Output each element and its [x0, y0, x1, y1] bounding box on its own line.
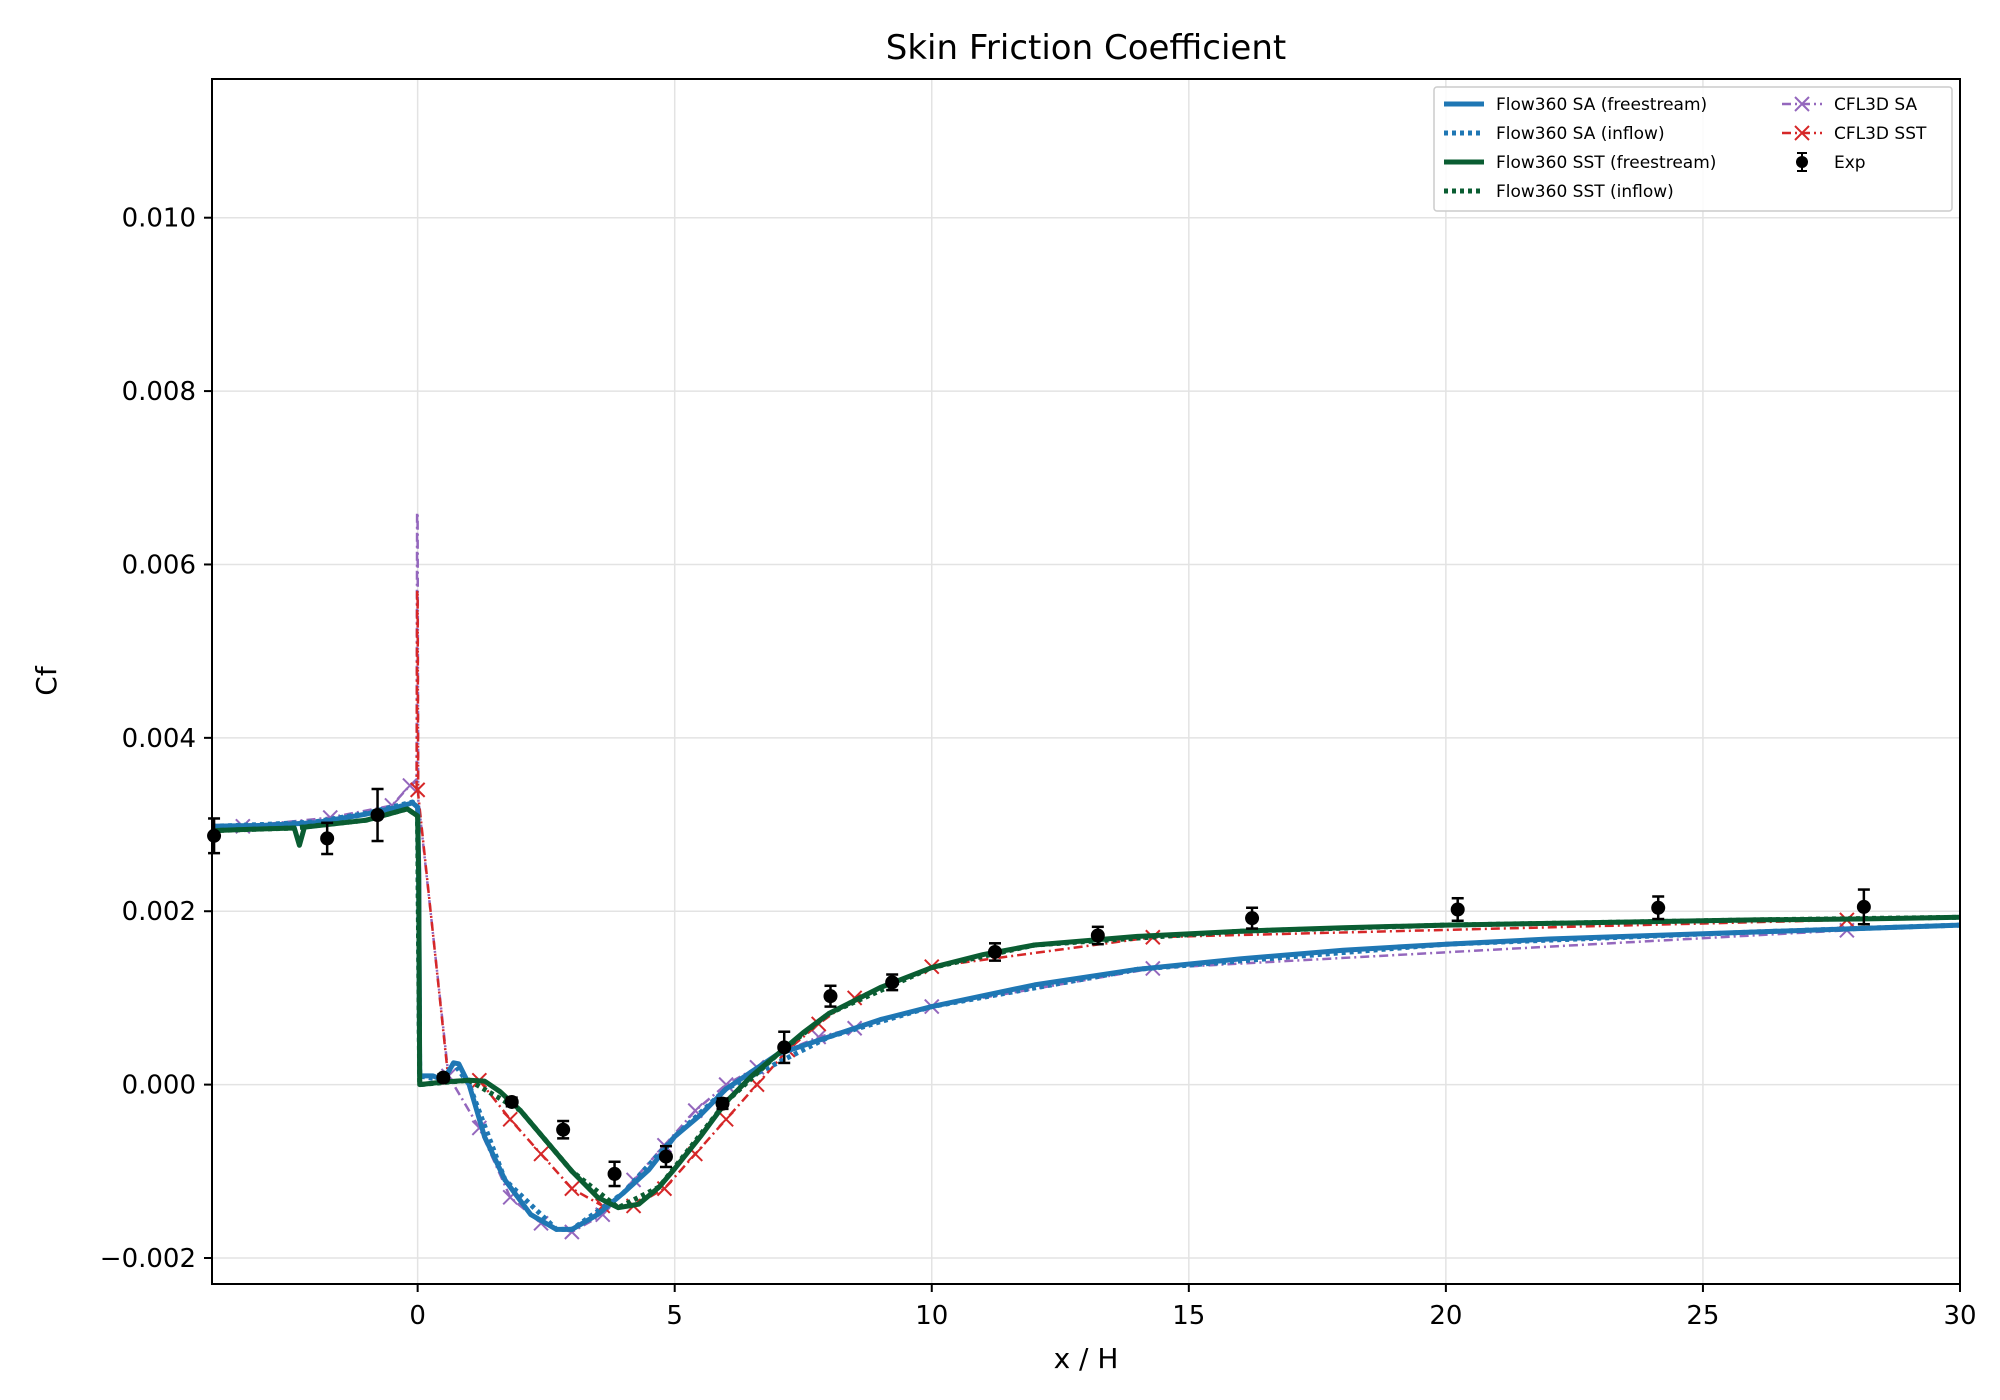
exp-point [1651, 895, 1666, 921]
plot-frame [211, 78, 1961, 1285]
exp-point [1090, 925, 1105, 946]
y-tick-label: 0.002 [122, 897, 196, 927]
x-tick-label: 0 [409, 1301, 426, 1331]
exp-point [658, 1144, 673, 1169]
exp-point [436, 1070, 451, 1085]
series-line-flow360-sa-inflow [211, 799, 1961, 1232]
series-line-flow360-sa-freestream [211, 800, 1961, 1232]
exp-point [988, 942, 1003, 962]
legend-box [1433, 86, 1953, 212]
legend-label-sst-inflow: Flow360 SST (inflow) [1496, 182, 1674, 202]
exp-point [504, 1094, 519, 1109]
x-tick-label: 5 [666, 1301, 683, 1331]
legend-label-cfl3d-sa: CFL3D SA [1834, 95, 1918, 115]
series-line-cfl3d-sa [211, 511, 1847, 1234]
exp-point [1856, 888, 1871, 926]
exp-point [777, 1030, 792, 1065]
y-tick-label: 0.000 [122, 1071, 196, 1101]
y-tick-label: 0.006 [122, 550, 196, 580]
legend: Flow360 SA (freestream) Flow360 SA (infl… [1433, 86, 1953, 212]
x-tick-label: 20 [1429, 1301, 1462, 1331]
series-line-flow360-sst-freestream [211, 806, 1961, 1211]
marker-cfl3d-sst [502, 1111, 518, 1127]
exp-point [823, 984, 838, 1008]
exp-point [556, 1119, 571, 1140]
chart-title: Skin Friction Coefficient [886, 28, 1286, 68]
x-tick-label: 10 [915, 1301, 948, 1331]
series-line-cfl3d-sst [415, 589, 1847, 1208]
x-tick-label: 30 [1943, 1301, 1976, 1331]
y-axis-label: Cf [30, 665, 63, 696]
exp-point [607, 1160, 622, 1188]
exp-point [715, 1096, 730, 1111]
y-tick-label: 0.004 [122, 724, 196, 754]
marker-cfl3d-sst [409, 782, 426, 798]
marker-cfl3d-sst [718, 1111, 734, 1127]
exp-point [1450, 896, 1465, 923]
exp-point [207, 817, 222, 855]
legend-label-exp: Exp [1834, 153, 1866, 173]
marker-cfl3d-sst [533, 1146, 549, 1162]
legend-label-cfl3d-sst: CFL3D SST [1834, 124, 1927, 144]
y-tick-label: 0.010 [122, 204, 196, 234]
exp-point [320, 821, 335, 856]
series-layer [207, 511, 1961, 1240]
legend-label-sa-inflow: Flow360 SA (inflow) [1496, 124, 1665, 144]
marker-cfl3d-sa [402, 777, 418, 794]
x-tick-label: 15 [1172, 1301, 1205, 1331]
exp-point [1245, 906, 1260, 930]
marker-cfl3d-sa [718, 1076, 734, 1093]
legend-label-sa-freestream: Flow360 SA (freestream) [1496, 95, 1707, 115]
legend-label-sst-freestream: Flow360 SST (freestream) [1496, 153, 1716, 173]
legend-swatch-cfl3d-sst [1782, 125, 1822, 141]
grid [212, 79, 1961, 1284]
series-line-flow360-sst-inflow [211, 806, 1961, 1211]
x-tick-label: 25 [1686, 1301, 1719, 1331]
ticks: 0 5 10 15 20 25 30 −0.002 0.000 0.002 0.004 0.006 0.… [100, 204, 1977, 1331]
exp-point [370, 787, 385, 843]
x-axis-label: x / H [1054, 1342, 1119, 1375]
y-tick-label: 0.008 [122, 377, 196, 407]
y-tick-label: −0.002 [100, 1244, 196, 1274]
marker-cfl3d-sst [564, 1180, 580, 1197]
legend-swatch-exp [1796, 152, 1808, 172]
exp-point [885, 973, 900, 992]
legend-swatch-cfl3d-sa [1782, 96, 1822, 112]
